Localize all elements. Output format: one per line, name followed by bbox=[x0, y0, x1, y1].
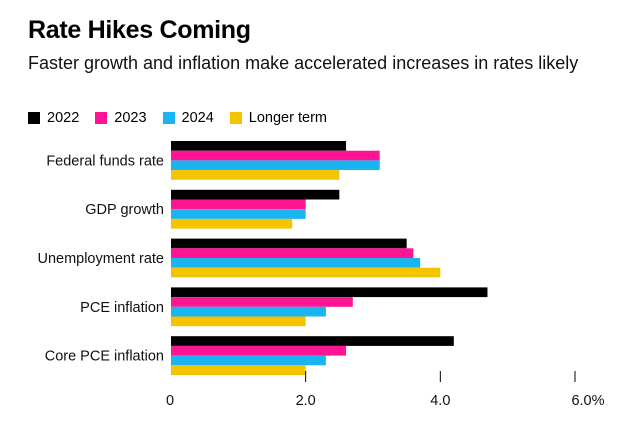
legend-swatch-2022 bbox=[28, 112, 40, 124]
bar-unemployment-rate-2024 bbox=[171, 258, 421, 268]
legend-label-2024: 2024 bbox=[181, 110, 214, 126]
legend-label-2023: 2023 bbox=[114, 110, 147, 126]
bar-federal-funds-rate-2023 bbox=[171, 150, 380, 161]
bar-gdp-growth-2022 bbox=[171, 189, 340, 200]
bar-unemployment-rate-2023 bbox=[171, 248, 414, 258]
bar-unemployment-rate-2022 bbox=[171, 238, 407, 249]
category-label-federal-funds-rate: Federal funds rate bbox=[46, 153, 164, 169]
legend-swatch-longer-term bbox=[229, 112, 242, 124]
category-label-gdp-growth: GDP growth bbox=[85, 202, 164, 218]
bar-unemployment-rate-longer-term bbox=[171, 267, 441, 278]
legend-swatch-2023 bbox=[95, 112, 108, 124]
bar-gdp-growth-2024 bbox=[171, 209, 306, 219]
category-label-unemployment-rate: Unemployment rate bbox=[37, 251, 164, 267]
x-tick-label-1: 2.0 bbox=[296, 393, 316, 409]
legend-swatch-2024 bbox=[162, 112, 175, 124]
bar-pce-inflation-2024 bbox=[171, 306, 326, 317]
bar-federal-funds-rate-2022 bbox=[171, 141, 347, 151]
bar-pce-inflation-2022 bbox=[171, 287, 488, 298]
legend-item-2023: 2023 bbox=[95, 110, 147, 126]
legend-label-longer-term: Longer term bbox=[248, 110, 327, 126]
bar-pce-inflation-longer-term bbox=[171, 316, 306, 327]
bar-gdp-growth-2023 bbox=[171, 199, 306, 210]
bar-gdp-growth-longer-term bbox=[171, 218, 293, 229]
bar-core-pce-inflation-2022 bbox=[171, 336, 454, 346]
chart-subtitle: Faster growth and inflation make acceler… bbox=[28, 53, 579, 73]
legend-item-longer-term: Longer term bbox=[229, 110, 327, 126]
legend: 2022 2023 2024 Longer term bbox=[28, 110, 343, 126]
bar-core-pce-inflation-longer-term bbox=[171, 365, 306, 375]
chart-title: Rate Hikes Coming bbox=[28, 16, 251, 44]
bar-federal-funds-rate-2024 bbox=[171, 160, 380, 171]
x-tick-label-2: 4.0 bbox=[430, 393, 450, 409]
legend-item-2024: 2024 bbox=[162, 110, 214, 126]
bar-federal-funds-rate-longer-term bbox=[171, 170, 340, 180]
bar-core-pce-inflation-2023 bbox=[171, 345, 347, 356]
x-tick-label-3: 6.0% bbox=[571, 393, 604, 409]
bar-pce-inflation-2023 bbox=[171, 297, 353, 307]
legend-item-2022: 2022 bbox=[28, 110, 79, 126]
bar-core-pce-inflation-2024 bbox=[171, 355, 326, 366]
x-tick-label-0: 0 bbox=[166, 393, 174, 409]
category-label-pce-inflation: PCE inflation bbox=[80, 300, 164, 316]
category-label-core-pce-inflation: Core PCE inflation bbox=[45, 349, 164, 365]
legend-label-2022: 2022 bbox=[47, 110, 80, 126]
